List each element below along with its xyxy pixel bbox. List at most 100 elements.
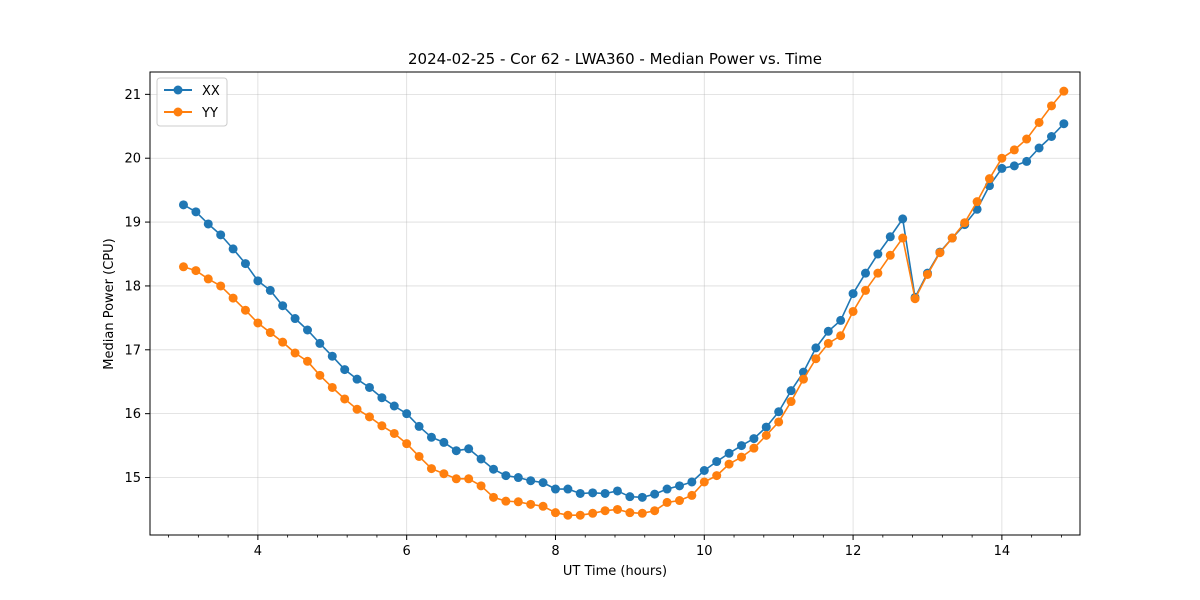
data-point-xx — [203, 219, 213, 229]
data-point-xx — [1009, 161, 1019, 171]
data-point-yy — [253, 318, 263, 328]
legend-label-xx: XX — [202, 84, 220, 99]
legend-marker-xx — [173, 85, 183, 95]
data-point-xx — [811, 343, 821, 353]
data-point-xx — [1022, 156, 1032, 166]
data-point-xx — [526, 476, 536, 486]
legend-marker-yy — [173, 107, 183, 117]
data-point-xx — [1047, 132, 1056, 141]
data-point-yy — [228, 293, 238, 303]
data-point-xx — [327, 351, 337, 361]
data-point-yy — [216, 281, 226, 291]
data-point-xx — [216, 230, 226, 240]
data-point-yy — [290, 348, 300, 358]
y-tick-label: 20 — [124, 152, 141, 167]
data-point-yy — [1022, 134, 1032, 144]
data-point-yy — [327, 382, 337, 392]
data-point-xx — [414, 421, 424, 431]
data-point-yy — [811, 354, 821, 364]
data-point-xx — [513, 473, 523, 483]
plot-area — [150, 72, 1080, 535]
x-tick-label: 4 — [254, 544, 262, 559]
data-point-xx — [898, 214, 908, 224]
data-point-yy — [240, 305, 250, 315]
data-point-yy — [910, 294, 920, 304]
data-point-yy — [736, 452, 746, 462]
data-point-xx — [612, 486, 622, 496]
data-point-yy — [798, 374, 808, 384]
data-point-yy — [352, 404, 362, 414]
data-point-xx — [761, 422, 771, 432]
data-point-xx — [191, 207, 201, 217]
data-point-xx — [389, 401, 399, 411]
data-point-yy — [922, 269, 932, 279]
y-axis-label: Median Power (CPU) — [102, 238, 117, 369]
data-point-yy — [600, 506, 610, 516]
data-point-xx — [364, 382, 374, 392]
y-tick-label: 21 — [124, 88, 141, 103]
data-point-xx — [625, 492, 635, 502]
data-point-yy — [761, 430, 771, 440]
data-point-xx — [352, 374, 362, 384]
data-point-xx — [848, 289, 858, 299]
legend: XX YY — [156, 77, 228, 127]
data-point-xx — [476, 454, 486, 464]
data-point-xx — [265, 285, 275, 295]
data-point-xx — [550, 484, 560, 494]
data-point-yy — [550, 508, 560, 518]
series-yy — [178, 86, 1069, 520]
data-point-yy — [513, 497, 523, 507]
data-point-xx — [873, 249, 883, 259]
data-point-yy — [749, 443, 759, 453]
data-point-yy — [861, 285, 870, 295]
chart-title: 2024-02-25 - Cor 62 - LWA360 - Median Po… — [408, 50, 822, 68]
data-point-yy — [178, 262, 188, 272]
y-tick-label: 17 — [124, 343, 141, 358]
x-tick-label: 8 — [551, 544, 559, 559]
data-point-yy — [575, 510, 585, 520]
data-point-xx — [290, 314, 300, 324]
data-point-xx — [253, 276, 263, 286]
data-point-yy — [997, 153, 1007, 163]
data-point-yy — [1059, 86, 1069, 96]
data-point-yy — [278, 337, 288, 347]
legend-label-yy: YY — [201, 106, 218, 121]
data-point-yy — [315, 370, 325, 380]
x-tick-label: 12 — [845, 544, 862, 559]
data-point-xx — [340, 365, 350, 375]
data-point-xx — [228, 244, 238, 254]
data-point-xx — [1059, 119, 1069, 129]
data-point-xx — [588, 488, 598, 498]
data-point-yy — [724, 459, 734, 469]
data-point-xx — [836, 315, 846, 325]
data-point-yy — [972, 197, 982, 207]
data-point-xx — [885, 232, 895, 242]
data-point-yy — [402, 439, 412, 449]
plot-frame — [149, 71, 1081, 536]
data-point-yy — [637, 508, 647, 518]
data-point-xx — [736, 441, 746, 451]
data-point-yy — [650, 506, 660, 516]
data-point-yy — [960, 218, 970, 228]
data-point-xx — [774, 407, 784, 417]
data-point-yy — [501, 496, 511, 506]
x-axis-label: UT Time (hours) — [563, 564, 667, 579]
data-point-xx — [786, 386, 796, 396]
y-tick-label: 16 — [124, 407, 141, 422]
data-point-yy — [526, 499, 536, 509]
data-point-xx — [240, 259, 250, 269]
data-point-yy — [364, 412, 374, 422]
data-point-yy — [885, 250, 895, 260]
data-point-xx — [278, 301, 288, 311]
data-point-yy — [538, 501, 548, 511]
minor-ticks — [168, 535, 1062, 538]
data-point-yy — [389, 428, 399, 438]
data-point-yy — [984, 174, 994, 184]
data-point-yy — [774, 417, 784, 427]
data-point-yy — [451, 474, 461, 484]
data-point-yy — [1047, 101, 1056, 111]
data-point-yy — [1009, 145, 1019, 155]
data-point-yy — [191, 266, 201, 276]
x-tick-label: 6 — [403, 544, 411, 559]
